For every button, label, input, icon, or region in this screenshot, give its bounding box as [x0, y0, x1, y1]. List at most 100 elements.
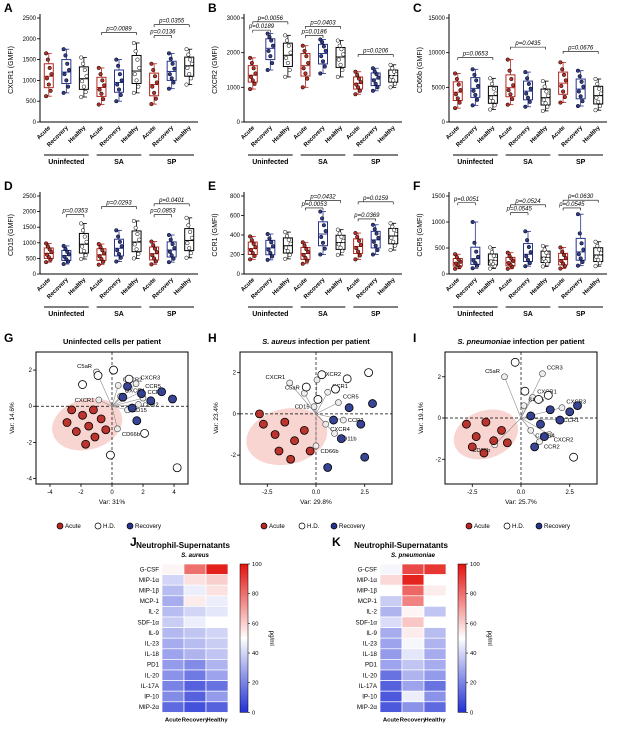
svg-text:Acute: Acute [498, 277, 514, 293]
svg-text:S. pneumoniae infection per pa: S. pneumoniae infection per patient [457, 337, 585, 346]
panel-G: G Uninfected cells per patient -4 -2 0 2 4 -4 -… [4, 331, 206, 536]
svg-text:400: 400 [230, 233, 241, 239]
panel-A-chart: 0 500 1000 1500 2000 2500 CXCR1 (GMFI) Acute Rec… [4, 4, 206, 180]
svg-text:100: 100 [252, 562, 262, 568]
svg-text:Acute: Acute [550, 277, 566, 293]
svg-text:IL-2: IL-2 [366, 609, 377, 616]
svg-text:Acute: Acute [345, 125, 361, 141]
svg-text:MIP-2α: MIP-2α [139, 704, 160, 711]
svg-text:C5aR: C5aR [285, 385, 300, 391]
svg-text:IP-10: IP-10 [362, 694, 377, 701]
svg-text:800: 800 [230, 194, 241, 200]
svg-text:15000: 15000 [428, 16, 445, 22]
cytokine-heatmap: Neutrophil-Supernatants S. aureus G-CSF MIP… [136, 541, 275, 723]
panel-A: A 0 500 1000 1500 2000 2500 CXCR1 (GMFI) Acute R… [4, 1, 206, 180]
svg-text:Acute: Acute [474, 523, 490, 530]
svg-text:60: 60 [252, 621, 258, 627]
svg-text:CXCR2: CXCR2 [321, 372, 341, 378]
svg-text:CCR1: CCR1 [148, 390, 164, 396]
svg-text:p=0.0189: p=0.0189 [248, 24, 275, 30]
svg-text:Acute: Acute [240, 277, 256, 293]
svg-text:CCR1: CCR1 [564, 418, 580, 424]
svg-text:p=0.0630: p=0.0630 [567, 194, 594, 200]
svg-text:p=0.0435: p=0.0435 [514, 41, 541, 47]
svg-text:CXCR1: CXCR1 [266, 375, 286, 381]
svg-text:p=0.0159: p=0.0159 [362, 196, 389, 202]
svg-text:Acute: Acute [36, 125, 52, 141]
svg-text:Neutrophil-Supernatants: Neutrophil-Supernatants [354, 541, 448, 550]
svg-text:40: 40 [470, 651, 476, 657]
svg-text:1000: 1000 [23, 241, 37, 247]
svg-text:C5aR: C5aR [485, 369, 500, 375]
svg-text:SA: SA [318, 159, 328, 166]
svg-text:CXCR2 (GMFI): CXCR2 (GMFI) [212, 46, 219, 94]
svg-text:p=0.0545: p=0.0545 [558, 202, 585, 208]
svg-text:0: 0 [442, 272, 446, 278]
svg-text:MIP-2α: MIP-2α [357, 704, 378, 711]
svg-text:p=0.0524: p=0.0524 [514, 199, 541, 205]
svg-text:p=0.0401: p=0.0401 [158, 198, 184, 204]
svg-text:SP: SP [167, 159, 177, 166]
svg-text:SDF-1α: SDF-1α [356, 619, 378, 626]
svg-text:2: 2 [233, 371, 237, 377]
svg-text:-2: -2 [27, 440, 33, 446]
panel-H-chart: S. aureus infection per patient -2.5 0.0 2.… [208, 334, 410, 536]
svg-text:S. aureus infection per patien: S. aureus infection per patient [262, 337, 370, 346]
svg-text:G-CSF: G-CSF [358, 566, 377, 573]
svg-text:-4: -4 [27, 477, 33, 483]
svg-text:SP: SP [576, 311, 586, 318]
svg-text:SA: SA [318, 311, 328, 318]
svg-text:p=0.0051: p=0.0051 [453, 197, 479, 203]
svg-text:C5aR: C5aR [77, 364, 92, 370]
svg-text:pg/ml: pg/ml [486, 631, 493, 646]
svg-text:500: 500 [26, 256, 37, 262]
svg-text:MIP-1β: MIP-1β [357, 588, 378, 595]
svg-text:SP: SP [371, 311, 381, 318]
svg-text:80: 80 [470, 592, 476, 598]
svg-text:p=0.0186: p=0.0186 [301, 29, 328, 35]
svg-text:IL-9: IL-9 [148, 630, 159, 637]
svg-text:p=0.0676: p=0.0676 [567, 45, 594, 51]
svg-text:Acute: Acute [383, 717, 400, 723]
svg-text:CXCR4: CXCR4 [330, 427, 350, 433]
panel-G-chart: Uninfected cells per patient -4 -2 0 2 4 -4 -2 0… [4, 334, 206, 536]
svg-text:Uninfected: Uninfected [252, 159, 288, 166]
svg-text:2: 2 [438, 375, 442, 381]
svg-text:500: 500 [435, 246, 446, 252]
svg-text:0.0: 0.0 [312, 490, 321, 496]
panel-J-chart: Neutrophil-Supernatants S. aureus G-CSF MIP… [100, 538, 312, 734]
svg-text:CD15 (GMFI): CD15 (GMFI) [8, 214, 15, 256]
pca-biplot: S. aureus infection per patient -2.5 0.0 2.… [213, 337, 393, 530]
svg-text:2000: 2000 [23, 37, 37, 43]
svg-text:0: 0 [442, 120, 446, 126]
svg-text:Healthy: Healthy [272, 277, 292, 297]
svg-text:5000: 5000 [432, 85, 446, 91]
panel-H: H S. aureus infection per patient -2.5 0.0… [208, 331, 410, 536]
svg-text:Healthy: Healthy [477, 125, 497, 145]
svg-text:20: 20 [470, 681, 476, 687]
svg-text:Healthy: Healthy [173, 125, 193, 145]
svg-text:H.D.: H.D. [103, 523, 116, 530]
svg-text:1500: 1500 [23, 225, 37, 231]
svg-text:Healthy: Healthy [377, 277, 397, 297]
svg-text:Uninfected: Uninfected [252, 311, 288, 318]
panel-I-chart: S. pneumoniae infection per patient -2.5 0… [413, 334, 615, 536]
svg-text:MIP-1α: MIP-1α [357, 577, 378, 584]
svg-text:Healthy: Healthy [206, 717, 228, 723]
svg-text:2500: 2500 [23, 16, 37, 22]
svg-text:-2.5: -2.5 [467, 490, 478, 496]
svg-text:p=0.0056: p=0.0056 [257, 16, 284, 22]
svg-text:Uninfected cells per patient: Uninfected cells per patient [63, 337, 161, 346]
svg-text:1000: 1000 [432, 220, 446, 226]
svg-text:SA: SA [114, 159, 124, 166]
svg-text:Healthy: Healthy [324, 125, 344, 145]
svg-text:CCR1 (GMFI): CCR1 (GMFI) [212, 213, 219, 256]
panel-letter-B: B [208, 1, 217, 15]
svg-text:CXCR4: CXCR4 [125, 388, 145, 394]
panel-D-chart: 0 500 1000 1500 2000 2500 CD15 (GMFI) Acute Reco… [4, 182, 206, 332]
